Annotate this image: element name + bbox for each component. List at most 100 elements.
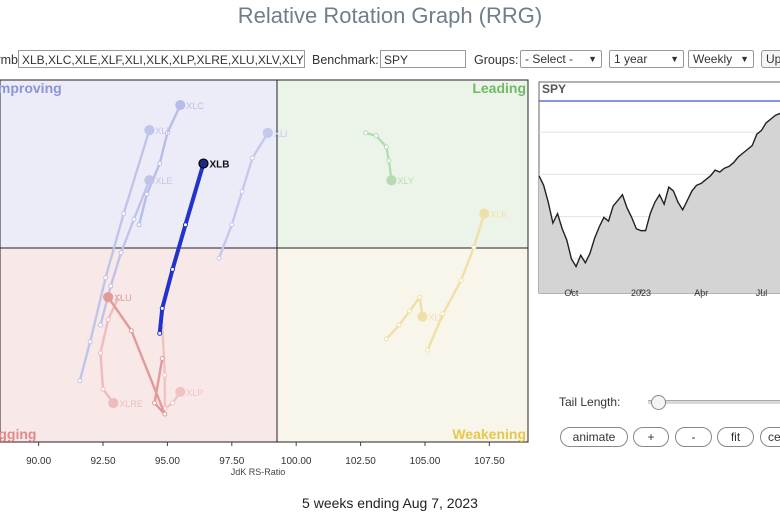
- series-label: XLK: [490, 210, 507, 220]
- tail-point: [87, 339, 93, 345]
- tail-xly[interactable]: XLY: [363, 130, 414, 186]
- zoom-in-button[interactable]: +: [633, 427, 669, 447]
- frequency-select-value: Weekly: [693, 52, 733, 66]
- groups-select[interactable]: - Select - ▼: [520, 50, 602, 68]
- tail-point: [170, 400, 176, 406]
- series-label: XLB: [209, 160, 229, 171]
- tail-head-point[interactable]: [144, 125, 155, 136]
- series-label: XLI: [274, 129, 288, 139]
- tail-point: [440, 311, 446, 317]
- tail-point: [471, 244, 477, 250]
- toolbar: Symbols: XLB,XLC,XLE,XLF,XLI,XLK,XLP,XLR…: [0, 50, 780, 70]
- tail-point: [383, 144, 389, 150]
- tail-head-point[interactable]: [479, 208, 490, 219]
- tail-point: [105, 316, 111, 322]
- tail-point: [157, 330, 163, 336]
- benchmark-x-tick-label: Apr: [694, 288, 708, 298]
- tail-head-point[interactable]: [175, 386, 186, 397]
- tail-xlk[interactable]: XLK: [425, 208, 508, 353]
- series-label: XLV: [428, 313, 444, 323]
- x-tick-label: 102.50: [345, 456, 376, 467]
- tail-head-point[interactable]: [103, 292, 114, 303]
- rrg-chart: Improving Leading Lagging Weakening 90.0…: [0, 79, 529, 477]
- tail-xli[interactable]: XLI: [216, 127, 288, 261]
- tail-point: [396, 322, 402, 328]
- x-axis-ticks: 90.00 92.50 95.00 97.50 100.00 102.50 105.00 10…: [26, 442, 505, 467]
- tail-head-point[interactable]: [108, 397, 119, 409]
- tail-head-point[interactable]: [144, 175, 155, 186]
- tail-point: [103, 275, 109, 281]
- series-label: XLE: [155, 176, 172, 186]
- tail-point: [152, 400, 158, 406]
- tail-xlb[interactable]: XLB: [157, 158, 230, 336]
- tail-point: [108, 283, 114, 289]
- quadrant-lagging: [0, 248, 277, 442]
- tail-point: [97, 322, 103, 328]
- groups-label: Groups:: [474, 53, 519, 67]
- x-tick-label: 105.00: [410, 456, 441, 467]
- tail-point: [115, 294, 121, 300]
- tail-head-point[interactable]: [386, 175, 397, 186]
- animate-button[interactable]: animate: [560, 427, 628, 447]
- series-label: XLF: [155, 126, 172, 136]
- series-label: XLY: [397, 176, 413, 186]
- tail-point: [383, 336, 389, 342]
- tail-point: [170, 266, 176, 272]
- page-title: Relative Rotation Graph (RRG): [237, 3, 543, 28]
- series-label: XLP: [186, 388, 203, 398]
- tail-xlf[interactable]: XLF: [77, 125, 173, 384]
- tail-length-slider-handle[interactable]: [651, 395, 666, 410]
- tail-head-point[interactable]: [262, 127, 273, 139]
- tail-xlv[interactable]: XLV: [383, 294, 445, 342]
- tail-point: [216, 255, 222, 261]
- tail-point: [162, 411, 168, 417]
- tail-head-point[interactable]: [417, 311, 428, 322]
- x-tick-label: 92.50: [91, 456, 116, 467]
- zoom-out-button[interactable]: -: [675, 427, 712, 447]
- benchmark-x-ticks: Oct 2023 Apr Jul: [564, 288, 767, 298]
- tail-length-track[interactable]: [648, 400, 780, 404]
- benchmark-x-tick-label: Oct: [564, 288, 579, 298]
- footer-caption: 5 weeks ending Aug 7, 2023: [302, 495, 478, 511]
- x-tick-label: 100.00: [281, 456, 312, 467]
- tail-xlu[interactable]: XLU: [103, 292, 168, 417]
- fit-button[interactable]: fit: [717, 427, 754, 447]
- benchmark-symbol-label: SPY: [542, 82, 566, 96]
- benchmark-x-tick-label: 2023: [631, 288, 651, 298]
- tail-length-label: Tail Length:: [559, 395, 621, 409]
- label-leading: Leading: [472, 80, 526, 96]
- label-weakening: Weakening: [452, 426, 526, 442]
- tail-point: [131, 216, 137, 222]
- quadrant-weakening: [277, 248, 528, 442]
- benchmark-price-line: [538, 112, 780, 269]
- tail-point: [157, 161, 163, 167]
- period-select[interactable]: 1 year ▼: [609, 50, 684, 68]
- frequency-select[interactable]: Weekly ▼: [688, 50, 754, 68]
- tail-point: [182, 222, 188, 228]
- chevron-down-icon: ▼: [740, 54, 749, 64]
- x-tick-label: 97.50: [219, 456, 244, 467]
- tail-head-point[interactable]: [175, 99, 186, 111]
- tail-head-point[interactable]: [198, 158, 209, 169]
- tail-point: [118, 250, 124, 256]
- benchmark-label: Benchmark:: [312, 53, 379, 67]
- groups-select-value: - Select -: [525, 52, 574, 66]
- tail-point: [159, 305, 165, 311]
- tail-point: [229, 222, 235, 228]
- tail-xlre[interactable]: XLRE: [97, 294, 143, 409]
- tail-point: [128, 328, 134, 334]
- x-axis-label: JdK RS-Ratio: [231, 467, 286, 477]
- series-label: XLRE: [119, 399, 143, 409]
- chevron-down-icon: ▼: [670, 54, 679, 64]
- update-button[interactable]: Update: [761, 50, 780, 68]
- tail-point: [373, 133, 379, 139]
- tail-point: [407, 308, 413, 314]
- label-lagging: Lagging: [0, 426, 36, 442]
- tail-point: [97, 350, 103, 356]
- center-button[interactable]: center: [760, 427, 780, 447]
- benchmark-input[interactable]: SPY: [380, 50, 466, 68]
- tail-point: [239, 188, 245, 194]
- plot-frame: [0, 79, 529, 443]
- symbols-input[interactable]: XLB,XLC,XLE,XLF,XLI,XLK,XLP,XLRE,XLU,XLV…: [18, 50, 305, 68]
- tail-xlc[interactable]: XLC: [136, 99, 204, 228]
